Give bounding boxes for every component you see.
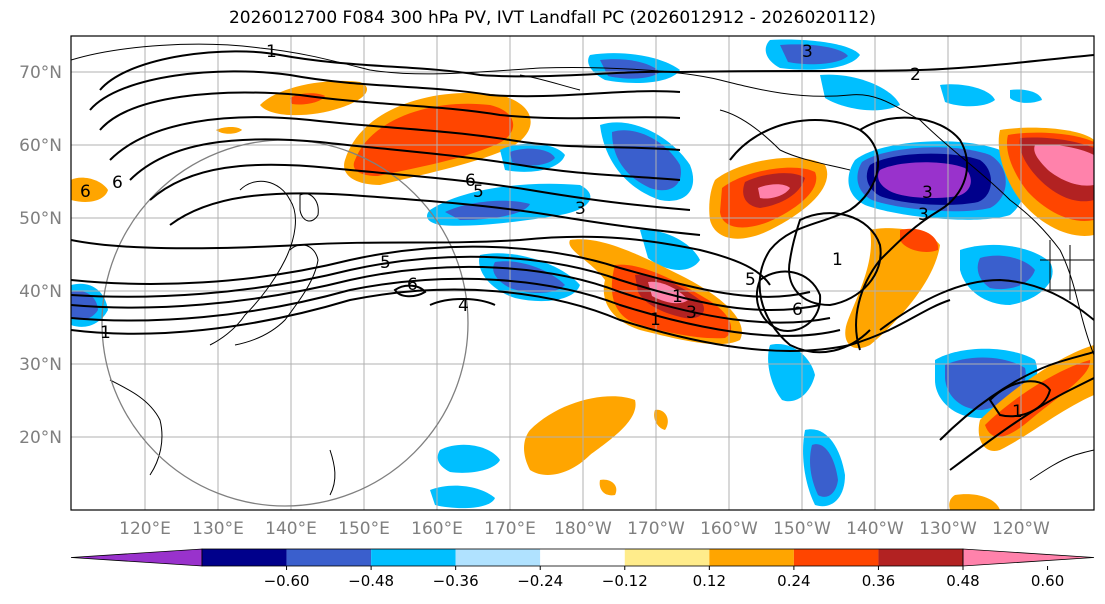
gridlines bbox=[71, 36, 1094, 510]
colorbar-extend-high bbox=[962, 548, 1095, 567]
shade-blob bbox=[758, 184, 790, 199]
colorbar: −0.60 −0.48 −0.36 −0.24 −0.12 0.12 0.24 0.36 0.4… bbox=[70, 548, 1095, 590]
colorbar-swatch bbox=[455, 549, 541, 566]
lon-label: 150°W bbox=[773, 519, 831, 539]
longitude-axis: 120°E 130°E 140°E 150°E 160°E 170°E 180°… bbox=[119, 519, 1050, 539]
contour-label: 3 bbox=[802, 42, 813, 62]
colorbar-tick-label: −0.48 bbox=[348, 572, 394, 590]
contour-label: 2 bbox=[910, 65, 921, 85]
colorbar-swatch bbox=[202, 549, 287, 566]
shade-blob bbox=[985, 360, 1091, 437]
contour-label: 1 bbox=[100, 323, 111, 343]
contour-label: 6 bbox=[407, 275, 418, 295]
lon-label: 160°W bbox=[700, 519, 758, 539]
lon-label: 140°E bbox=[265, 519, 317, 539]
shade-blob bbox=[810, 444, 838, 497]
contour-label: 5 bbox=[380, 253, 391, 273]
contour-label: 3 bbox=[918, 205, 929, 225]
shade-blob bbox=[599, 479, 617, 496]
colorbar-tick-label: 0.36 bbox=[862, 572, 895, 590]
contour-label: 5 bbox=[745, 270, 756, 290]
lon-label: 130°E bbox=[192, 519, 244, 539]
shade-blob bbox=[510, 148, 555, 166]
colorbar-swatch bbox=[371, 549, 456, 566]
lat-label: 50°N bbox=[19, 209, 62, 229]
contour-label: 4 bbox=[458, 296, 469, 316]
map-frame bbox=[70, 35, 1095, 511]
contour-label: 3 bbox=[575, 199, 586, 219]
shade-blob bbox=[524, 396, 636, 475]
shade-blob bbox=[1010, 89, 1042, 103]
shade-blob bbox=[768, 344, 815, 402]
plot-title: 2026012700 F084 300 hPa PV, IVT Landfall… bbox=[228, 8, 876, 28]
shade-blob bbox=[780, 44, 848, 65]
shade-blob bbox=[1034, 144, 1094, 186]
shade-blob bbox=[430, 485, 495, 509]
shade-blob bbox=[654, 409, 668, 430]
shade-blob bbox=[949, 494, 1000, 510]
colorbar-swatch bbox=[286, 549, 372, 566]
colorbar-tick-label: −0.24 bbox=[517, 572, 563, 590]
shade-blob bbox=[353, 103, 514, 176]
shade-blob bbox=[845, 228, 940, 349]
lat-label: 40°N bbox=[19, 282, 62, 302]
colorbar-swatch bbox=[709, 549, 794, 566]
colorbar-swatch bbox=[793, 549, 879, 566]
lon-label: 160°E bbox=[411, 519, 463, 539]
shade-blob bbox=[445, 200, 530, 220]
colorbar-tick-label: −0.12 bbox=[602, 572, 648, 590]
shade-blob bbox=[940, 84, 995, 107]
lat-label: 70°N bbox=[19, 63, 62, 83]
contour-label: 6 bbox=[112, 173, 123, 193]
shade-blob bbox=[71, 177, 108, 202]
colorbar-tick-label: 0.60 bbox=[1031, 572, 1064, 590]
colorbar-tick-label: −0.36 bbox=[433, 572, 479, 590]
contour-label: 6 bbox=[792, 300, 803, 320]
shade-blob bbox=[900, 228, 939, 252]
colorbar-tick-label: 0.24 bbox=[777, 572, 810, 590]
colorbar-extend-low bbox=[70, 548, 203, 567]
contour-label: 1 bbox=[672, 287, 683, 307]
coastlines bbox=[71, 43, 1094, 496]
lon-label: 150°E bbox=[338, 519, 390, 539]
latitude-axis: 70°N 60°N 50°N 40°N 30°N 20°N bbox=[19, 63, 62, 448]
colorbar-swatch bbox=[878, 549, 963, 566]
lon-label: 170°W bbox=[627, 519, 685, 539]
colorbar-swatch bbox=[624, 549, 710, 566]
lon-label: 120°W bbox=[992, 519, 1050, 539]
contour-label: 1 bbox=[650, 310, 661, 330]
map-content: 1 2 3 3 4 5 5 6 6 6 1 1 3 3 1 1 5 6 1 3 … bbox=[71, 36, 1094, 510]
contour-label: 3 bbox=[686, 303, 697, 323]
colorbar-frame bbox=[201, 548, 964, 567]
shade-blob bbox=[640, 229, 700, 270]
pv-contours bbox=[71, 50, 1094, 471]
lat-label: 60°N bbox=[19, 136, 62, 156]
lat-label: 30°N bbox=[19, 355, 62, 375]
lon-label: 180°W bbox=[554, 519, 612, 539]
contour-labels: 1 2 3 3 4 5 5 6 6 6 1 1 3 3 1 1 5 6 1 3 … bbox=[80, 42, 1023, 422]
lon-label: 140°W bbox=[846, 519, 904, 539]
colorbar-tick-label: −0.60 bbox=[264, 572, 310, 590]
colorbar-tick-label: 0.12 bbox=[693, 572, 726, 590]
colorbar-swatch bbox=[540, 549, 625, 566]
contour-label: 1 bbox=[1012, 402, 1023, 422]
lon-label: 170°E bbox=[484, 519, 536, 539]
contour-label: 5 bbox=[473, 182, 484, 202]
lat-label: 20°N bbox=[19, 428, 62, 448]
lon-label: 120°E bbox=[119, 519, 171, 539]
lon-label: 130°W bbox=[919, 519, 977, 539]
shade-blob bbox=[820, 74, 900, 111]
shade-blob bbox=[290, 93, 325, 105]
contour-label: 1 bbox=[832, 250, 843, 270]
shade-blob bbox=[437, 444, 500, 473]
shade-blob bbox=[648, 281, 688, 304]
colorbar-tick-label: 0.48 bbox=[946, 572, 979, 590]
contour-label: 1 bbox=[266, 42, 277, 62]
shade-blob bbox=[216, 127, 242, 134]
contour-label: 6 bbox=[80, 182, 91, 202]
shade-blob bbox=[945, 357, 1026, 410]
contour-label: 6 bbox=[465, 171, 476, 191]
contour-label: 3 bbox=[922, 183, 933, 203]
